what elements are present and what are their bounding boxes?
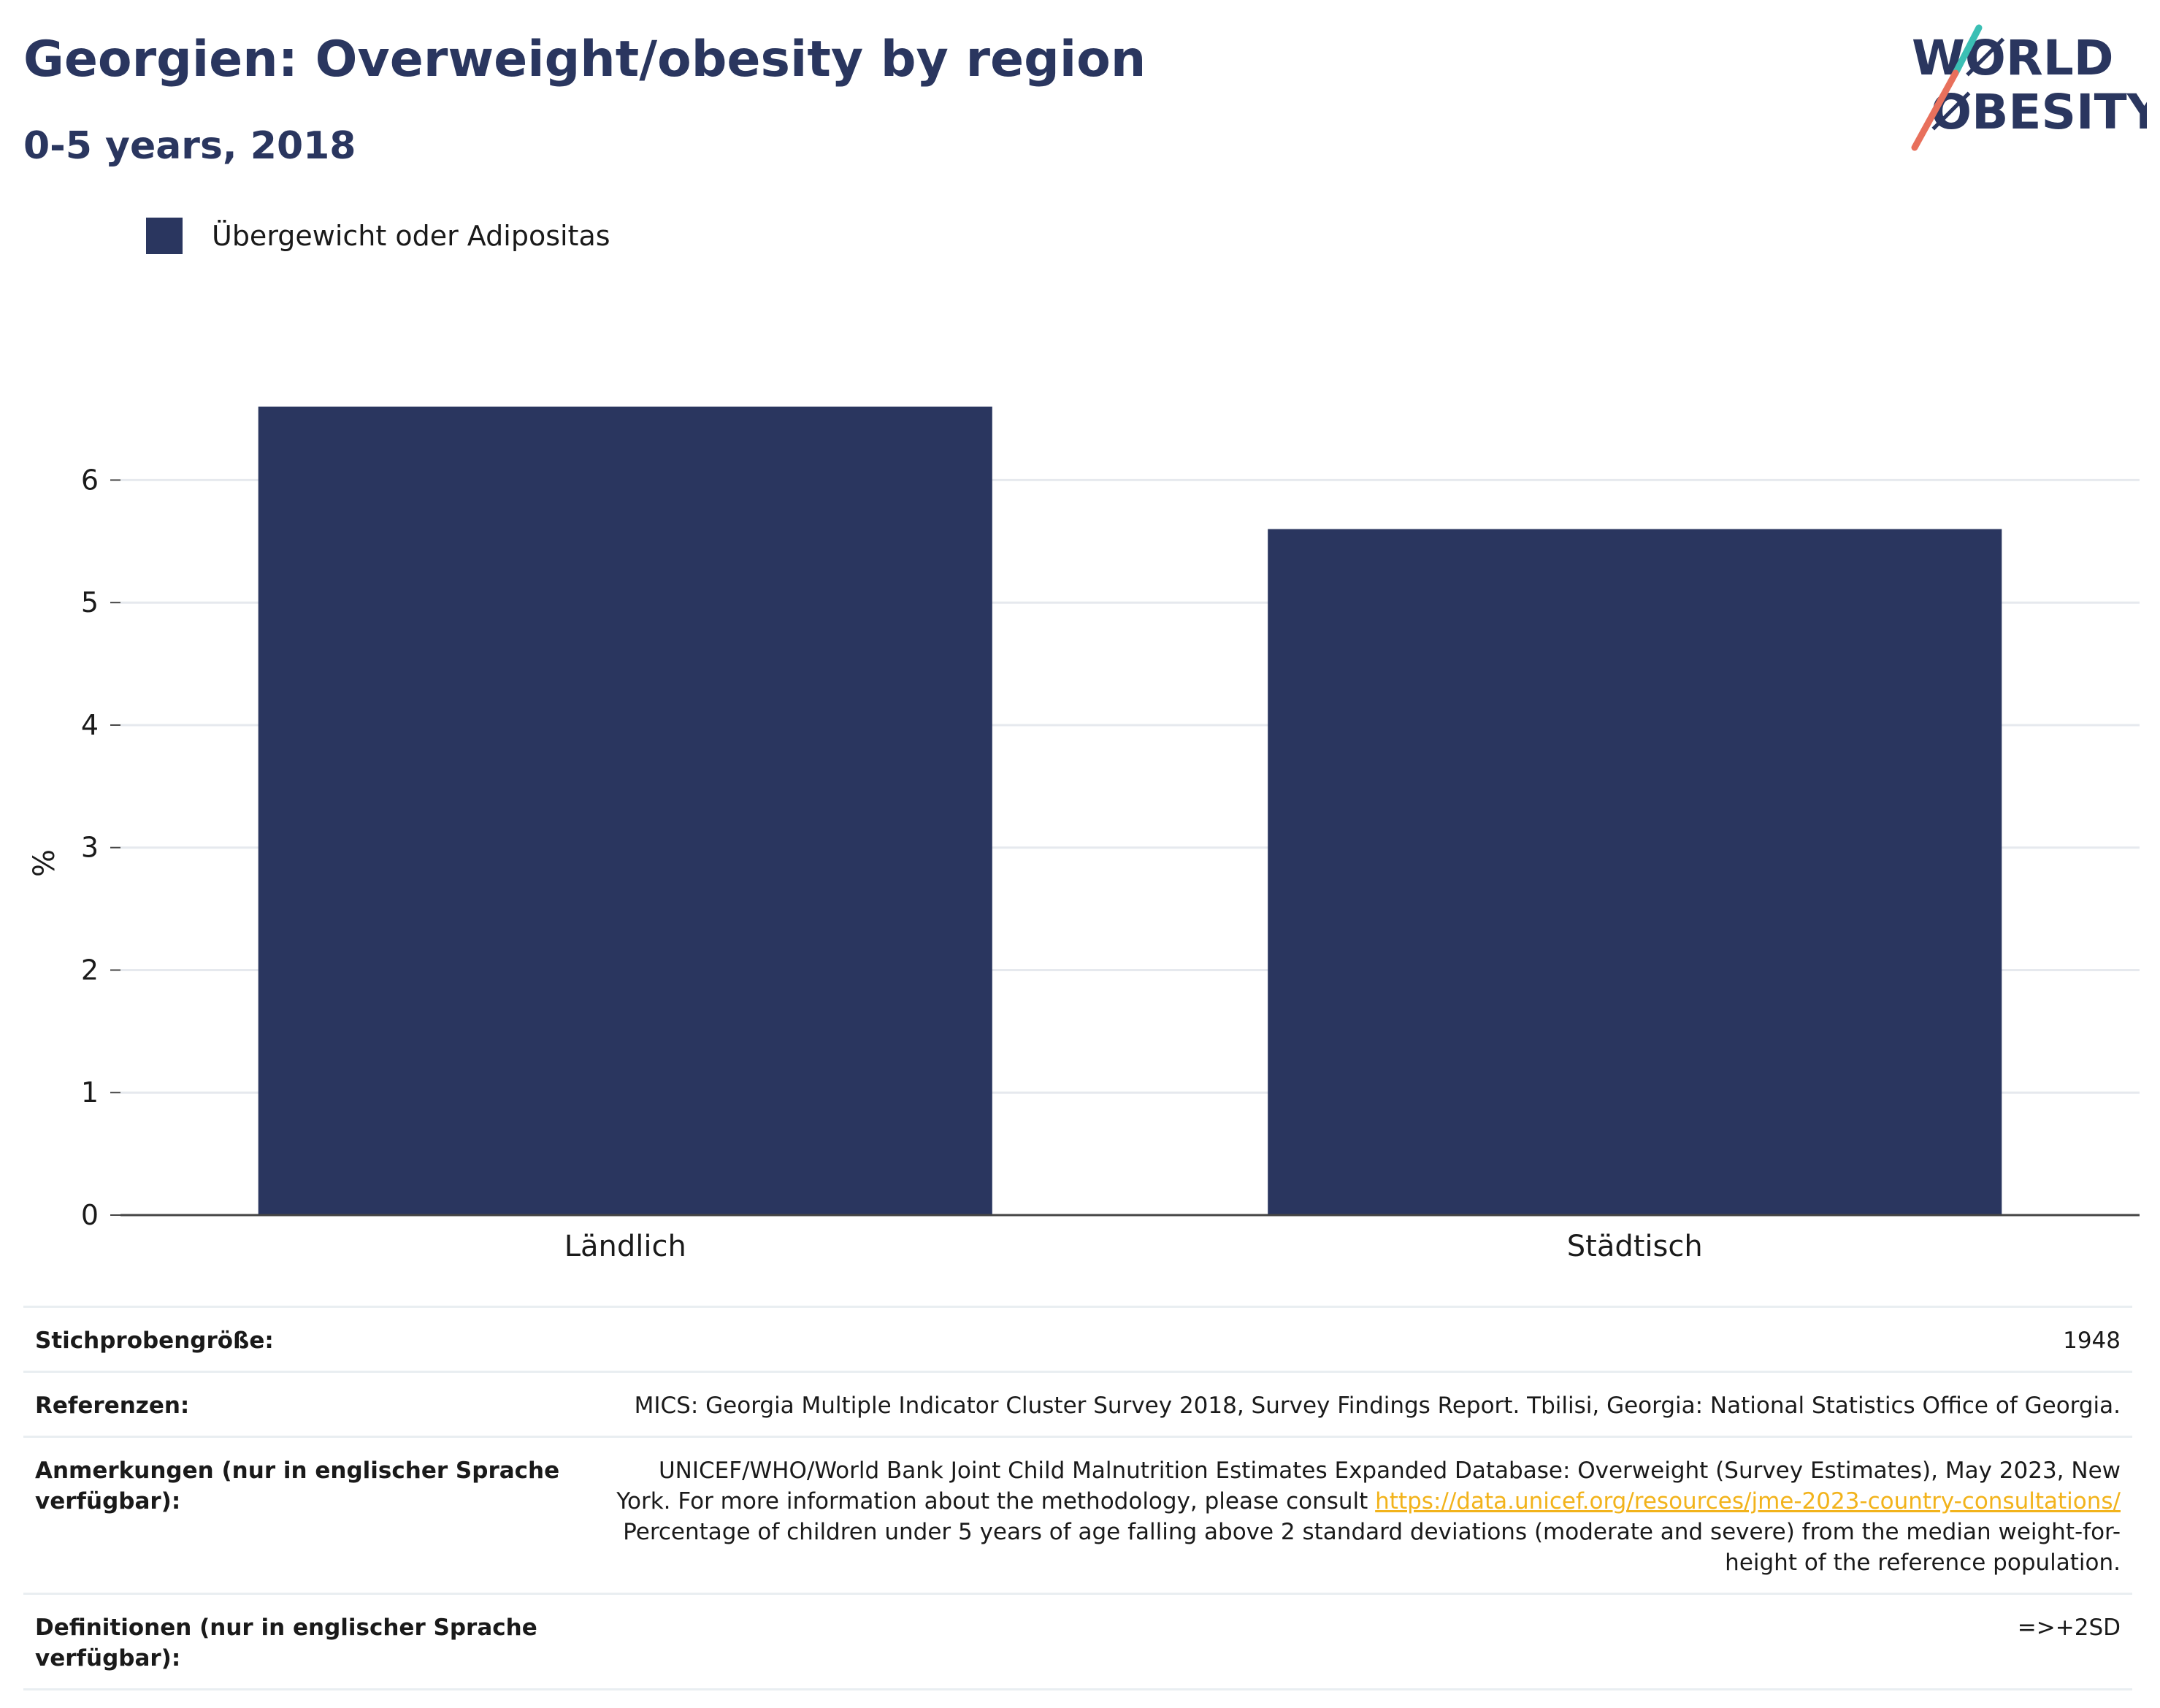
definitions-label: Definitionen (nur in englischer Sprache … — [23, 1593, 587, 1690]
sample-size-label: Stichprobengröße: — [23, 1306, 587, 1373]
logo-line-1: WØRLD — [1912, 30, 2114, 86]
bar — [1268, 529, 2002, 1215]
notes-text-2: Percentage of children under 5 years of … — [623, 1519, 2121, 1576]
logo-line-2: ØBESITY — [1931, 84, 2147, 140]
y-tick-label: 4 — [81, 709, 99, 741]
definitions-value: =>+2SD — [587, 1593, 2132, 1690]
y-tick-label: 2 — [81, 954, 99, 986]
bar — [258, 406, 992, 1215]
info-table: Stichprobengröße: 1948 Referenzen: MICS:… — [23, 1306, 2132, 1690]
axis-layer: 0 1 2 3 4 5 6% Ländlich Städtisch — [28, 464, 2140, 1263]
references-value: MICS: Georgia Multiple Indicator Cluster… — [587, 1371, 2132, 1438]
y-tick-label: 0 — [81, 1199, 99, 1231]
logo-slash-coral — [1911, 69, 1959, 151]
legend-swatch — [146, 218, 183, 254]
sample-size-value: 1948 — [587, 1306, 2132, 1373]
legend[interactable]: Übergewicht oder Adipositas — [146, 218, 610, 254]
x-category-label: Ländlich — [564, 1230, 686, 1263]
notes-value: UNICEF/WHO/World Bank Joint Child Malnut… — [587, 1436, 2132, 1595]
y-axis-title: % — [28, 849, 61, 877]
y-tick-label: 1 — [81, 1076, 99, 1108]
info-row-references: Referenzen: MICS: Georgia Multiple Indic… — [23, 1371, 2132, 1438]
logo-slash-teal — [1952, 24, 1983, 77]
y-tick-label: 6 — [81, 464, 99, 496]
notes-link[interactable]: https://data.unicef.org/resources/jme-20… — [1375, 1488, 2121, 1514]
info-row-definitions: Definitionen (nur in englischer Sprache … — [23, 1593, 2132, 1690]
y-tick-label: 5 — [81, 586, 99, 619]
bar-chart: 0 1 2 3 4 5 6% Ländlich Städtisch — [28, 406, 2140, 1263]
chart-subtitle: 0-5 years, 2018 — [23, 124, 356, 168]
bar-layer — [258, 406, 2002, 1215]
references-label: Referenzen: — [23, 1371, 587, 1438]
notes-label: Anmerkungen (nur in englischer Sprache v… — [23, 1436, 587, 1595]
y-tick-label: 3 — [81, 832, 99, 864]
info-row-notes: Anmerkungen (nur in englischer Sprache v… — [23, 1436, 2132, 1595]
world-obesity-logo: WØRLD ØBESITY — [1911, 24, 2147, 151]
x-category-label: Städtisch — [1567, 1230, 1703, 1263]
notes-text-1: UNICEF/WHO/World Bank Joint Child Malnut… — [616, 1458, 2121, 1514]
legend-label: Übergewicht oder Adipositas — [212, 220, 610, 252]
chart-title: Georgien: Overweight/obesity by region — [23, 31, 1146, 88]
info-row-sample: Stichprobengröße: 1948 — [23, 1306, 2132, 1373]
